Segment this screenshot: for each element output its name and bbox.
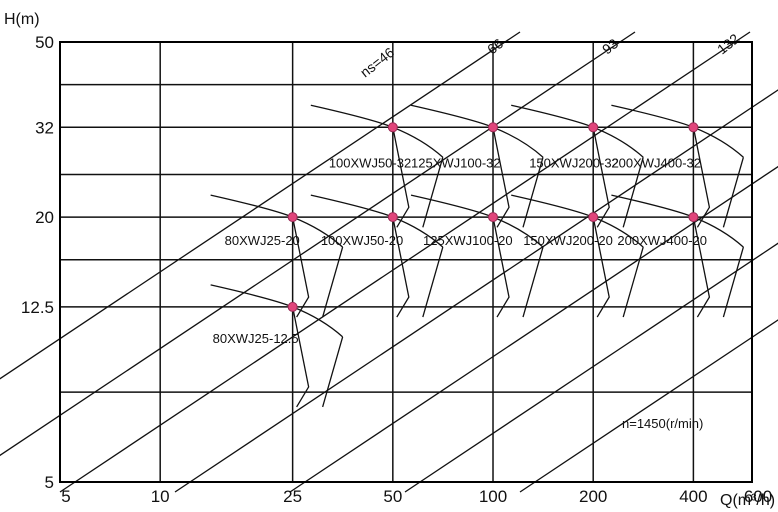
boundary-line [622,246,644,318]
operating-point [488,122,499,133]
x-tick-label: 200 [579,487,607,506]
x-tick-label: 600 [744,487,772,506]
point-labels: 80XWJ25-12.5 80XWJ25-20 100XWJ50-20 125XWJ1… [213,155,707,346]
boundary-line [422,246,444,318]
speed-note: n=1450(r/min) [622,416,703,431]
ns-line [0,31,636,457]
plot-frame [59,41,753,483]
pump-model-label: 125XWJ100-32 [411,155,501,170]
head-curve [611,104,744,158]
y-tick-label: 12.5 [21,298,54,317]
ns-line [289,165,778,493]
y-tick-label: 5 [45,473,54,492]
boundary-line [722,157,745,228]
grid [60,42,752,482]
operating-point [588,212,599,223]
ns-line [174,89,778,493]
x-tick-label: 50 [383,487,402,506]
x-axis-title: Q(m³/h) [720,492,775,509]
y-axis-title: H(m) [4,11,40,28]
head-curve [511,104,644,158]
pump-model-label: 200XWJ400-32 [611,155,701,170]
pump-model-label: 100XWJ50-32 [329,155,411,170]
pump-model-label: 80XWJ25-12.5 [213,331,299,346]
x-tick-label: 100 [479,487,507,506]
operating-point [688,212,699,223]
ns-line-label: ns=46 [357,44,397,80]
data-points [287,122,699,312]
boundary-line [422,157,444,228]
boundary-line [392,216,410,318]
ns-line [0,31,521,380]
pump-model-label: 100XWJ50-20 [321,233,403,248]
operating-point [287,301,298,312]
operating-point [688,122,699,133]
axis-ticks: 5 10 25 50 100 200 400 600 5 12.5 20 32 50 [21,33,772,506]
operating-point [387,122,398,133]
boundary-line [692,127,711,228]
y-tick-label: 32 [35,118,54,137]
pump-model-label: 80XWJ25-20 [225,233,300,248]
x-tick-label: 400 [679,487,707,506]
boundary-line [492,216,510,318]
performance-curves [210,104,745,408]
boundary-line [291,306,310,408]
boundary-line [392,127,410,228]
head-curve [410,104,544,158]
boundary-line [622,157,644,228]
boundary-line [291,216,310,318]
head-curve [210,284,344,338]
x-tick-label: 10 [151,487,170,506]
ns-line [59,31,751,493]
operating-point [287,212,298,223]
pump-model-label: 150XWJ200-20 [523,233,613,248]
boundary-line [492,127,510,228]
operating-point [387,212,398,223]
operating-point [588,122,599,133]
pump-model-label: 125XWJ100-20 [423,233,513,248]
boundary-line [522,246,544,318]
x-tick-label: 5 [61,487,70,506]
pump-model-label: 150XWJ200-32 [529,155,619,170]
boundary-line [722,246,745,318]
boundary-line [522,157,544,228]
head-curve [310,104,444,158]
pump-model-label: 200XWJ400-20 [617,233,707,248]
y-tick-label: 20 [35,208,54,227]
x-tick-label: 25 [283,487,302,506]
boundary-line [692,216,711,318]
boundary-line [592,216,610,318]
boundary-line [322,246,344,318]
ns-line [519,319,778,493]
boundary-line [592,127,610,228]
boundary-line [322,336,344,408]
y-tick-label: 50 [35,33,54,52]
ns-line [404,242,778,493]
operating-point [488,212,499,223]
